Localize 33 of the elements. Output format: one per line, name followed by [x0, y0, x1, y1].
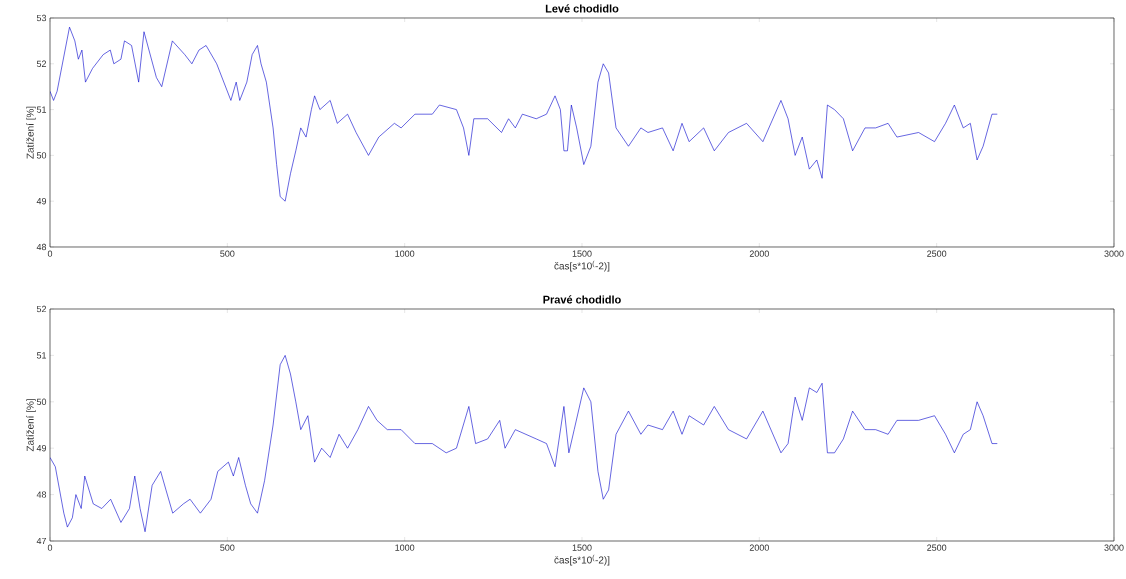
- y-tick-label: 50: [36, 152, 47, 159]
- x-tick-label: 500: [220, 250, 235, 257]
- y-tick-label: 48: [36, 243, 47, 251]
- y-tick-label: 48: [36, 491, 47, 498]
- y-tick-label: 51: [36, 352, 47, 359]
- x-tick-label: 2500: [927, 544, 947, 551]
- x-axis-title: čas[s*10$^{(}$-2)]: [554, 554, 610, 566]
- x-tick-label: 1000: [395, 544, 415, 551]
- y-tick-label: 52: [36, 305, 47, 313]
- y-tick-label: 47: [36, 537, 47, 545]
- y-tick-label: 51: [36, 106, 47, 113]
- x-tick-label: 2500: [927, 250, 947, 257]
- y-axis-title: Zatížení [%]: [26, 399, 36, 452]
- x-tick-label: 3000: [1104, 250, 1124, 257]
- x-tick-label: 1500: [572, 250, 592, 257]
- x-tick-label: 0: [47, 544, 53, 551]
- chart-title: Pravé chodidlo: [543, 295, 621, 304]
- x-axis-title: čas[s*10$^{(}$-2)]: [554, 260, 610, 272]
- x-tick-label: 2000: [749, 250, 769, 257]
- y-tick-label: 49: [36, 198, 47, 205]
- y-tick-label: 53: [36, 14, 47, 22]
- x-tick-label: 2000: [749, 544, 769, 551]
- y-tick-label: 49: [36, 445, 47, 452]
- x-tick-label: 500: [220, 544, 235, 551]
- y-axis-title: Zatížení [%]: [26, 106, 36, 159]
- x-tick-label: 0: [47, 250, 53, 257]
- x-tick-label: 1000: [395, 250, 415, 257]
- x-tick-label: 1500: [572, 544, 592, 551]
- chart-title: Levé chodidlo: [545, 4, 619, 13]
- x-tick-label: 3000: [1104, 544, 1124, 551]
- y-tick-label: 52: [36, 60, 47, 67]
- line-series: [50, 355, 998, 533]
- y-tick-label: 50: [36, 398, 47, 405]
